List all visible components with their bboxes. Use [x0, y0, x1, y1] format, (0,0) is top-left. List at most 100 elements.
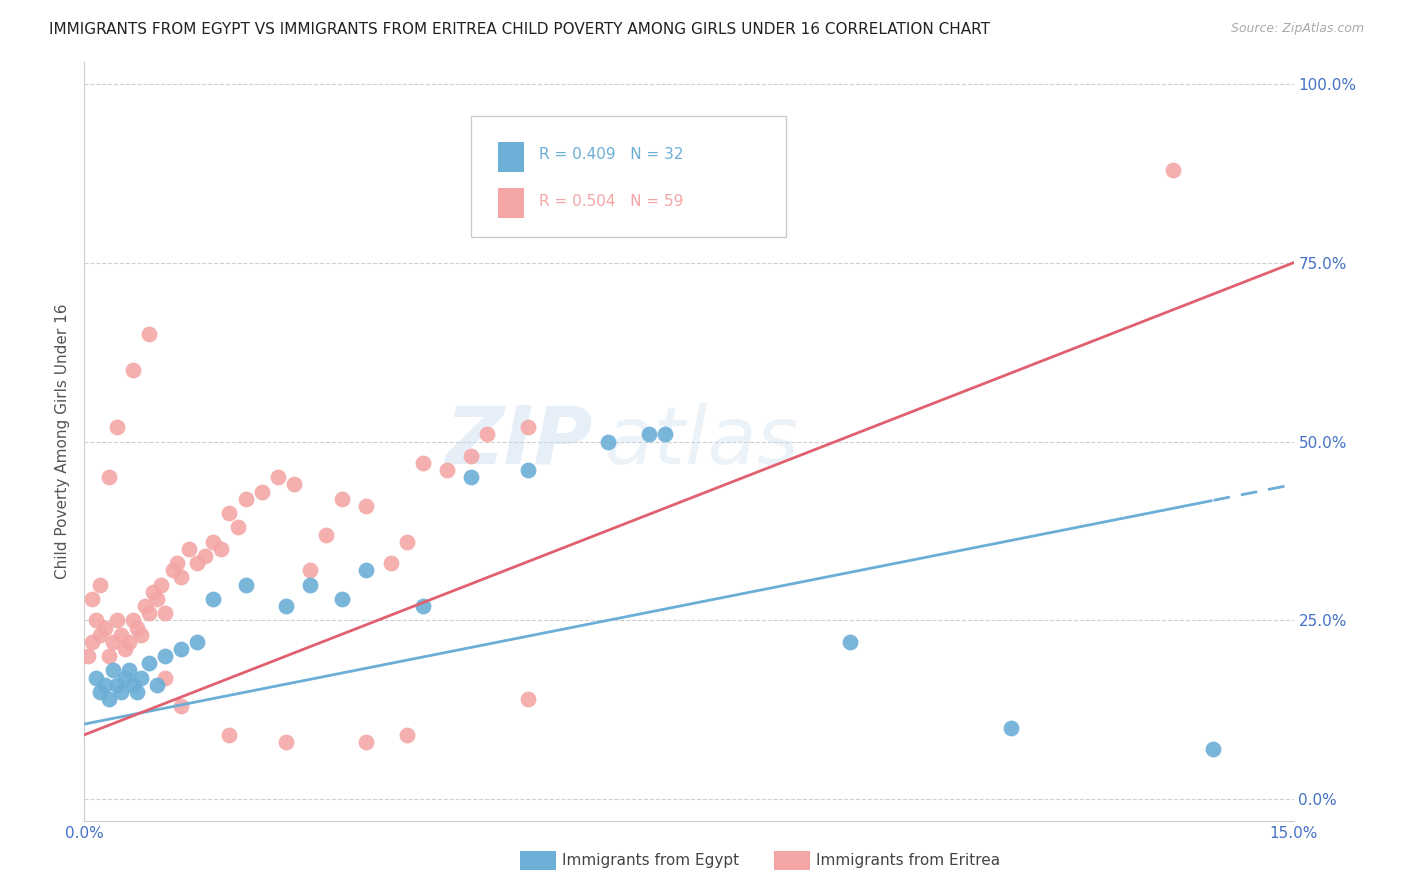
Point: [436, 463, 458, 477]
Point: [299, 577, 322, 591]
Point: [125, 620, 148, 634]
Point: [839, 635, 862, 649]
Point: [121, 363, 143, 377]
Point: [226, 520, 249, 534]
Point: [274, 599, 297, 613]
Point: [86, 671, 108, 685]
Point: [121, 613, 143, 627]
Point: [89, 577, 111, 591]
Text: R = 0.409   N = 32: R = 0.409 N = 32: [538, 147, 683, 162]
Point: [395, 534, 418, 549]
Bar: [773, 851, 810, 870]
Bar: [520, 851, 555, 870]
Point: [118, 635, 141, 649]
Point: [129, 628, 152, 642]
Text: R = 0.504   N = 59: R = 0.504 N = 59: [538, 194, 683, 209]
Point: [142, 584, 165, 599]
Point: [315, 527, 337, 541]
Point: [274, 735, 297, 749]
Point: [1202, 742, 1225, 756]
Point: [77, 649, 100, 664]
Point: [82, 635, 104, 649]
Point: [356, 499, 378, 513]
Point: [105, 420, 128, 434]
Point: [267, 470, 290, 484]
Point: [412, 456, 434, 470]
Point: [110, 685, 132, 699]
Point: [1161, 162, 1184, 177]
Point: [162, 563, 184, 577]
Point: [153, 671, 176, 685]
Point: [105, 613, 128, 627]
Text: IMMIGRANTS FROM EGYPT VS IMMIGRANTS FROM ERITREA CHILD POVERTY AMONG GIRLS UNDER: IMMIGRANTS FROM EGYPT VS IMMIGRANTS FROM…: [49, 22, 990, 37]
Point: [138, 327, 160, 342]
Text: Immigrants from Eritrea: Immigrants from Eritrea: [815, 853, 1000, 868]
Point: [134, 599, 156, 613]
Point: [202, 534, 225, 549]
Point: [121, 678, 143, 692]
Text: ZIP: ZIP: [444, 402, 592, 481]
Point: [82, 591, 104, 606]
Point: [179, 541, 201, 556]
Point: [516, 420, 538, 434]
Point: [166, 556, 188, 570]
Point: [118, 664, 141, 678]
Point: [218, 506, 240, 520]
Point: [93, 678, 115, 692]
Point: [97, 470, 120, 484]
Point: [380, 556, 402, 570]
Point: [170, 642, 193, 657]
FancyBboxPatch shape: [471, 115, 786, 236]
Point: [598, 434, 620, 449]
Point: [93, 620, 115, 634]
Point: [516, 692, 538, 706]
Point: [194, 549, 217, 563]
Point: [235, 577, 257, 591]
Point: [125, 685, 148, 699]
Point: [101, 635, 124, 649]
Point: [186, 635, 208, 649]
Text: Immigrants from Egypt: Immigrants from Egypt: [562, 853, 740, 868]
Point: [477, 427, 499, 442]
Point: [299, 563, 322, 577]
Point: [97, 649, 120, 664]
Point: [86, 613, 108, 627]
Point: [283, 477, 305, 491]
Point: [460, 449, 482, 463]
Point: [330, 591, 353, 606]
Point: [395, 728, 418, 742]
Point: [209, 541, 232, 556]
Point: [138, 657, 160, 671]
Point: [356, 563, 378, 577]
Point: [89, 628, 111, 642]
Point: [153, 606, 176, 620]
Point: [146, 591, 169, 606]
Point: [97, 692, 120, 706]
Point: [101, 664, 124, 678]
Point: [654, 427, 676, 442]
Point: [235, 491, 257, 506]
Point: [412, 599, 434, 613]
Point: [146, 678, 169, 692]
Point: [149, 577, 172, 591]
Point: [218, 728, 240, 742]
Text: Source: ZipAtlas.com: Source: ZipAtlas.com: [1230, 22, 1364, 36]
Point: [460, 470, 482, 484]
Point: [330, 491, 353, 506]
Point: [356, 735, 378, 749]
Point: [170, 570, 193, 584]
Point: [138, 606, 160, 620]
Point: [129, 671, 152, 685]
Point: [105, 678, 128, 692]
Y-axis label: Child Poverty Among Girls Under 16: Child Poverty Among Girls Under 16: [55, 304, 70, 579]
Point: [114, 671, 136, 685]
FancyBboxPatch shape: [498, 187, 524, 218]
Point: [637, 427, 659, 442]
Point: [89, 685, 111, 699]
FancyBboxPatch shape: [498, 142, 524, 172]
Point: [250, 484, 273, 499]
Text: atlas: atlas: [605, 402, 799, 481]
Point: [170, 699, 193, 714]
Point: [1000, 721, 1022, 735]
Point: [153, 649, 176, 664]
